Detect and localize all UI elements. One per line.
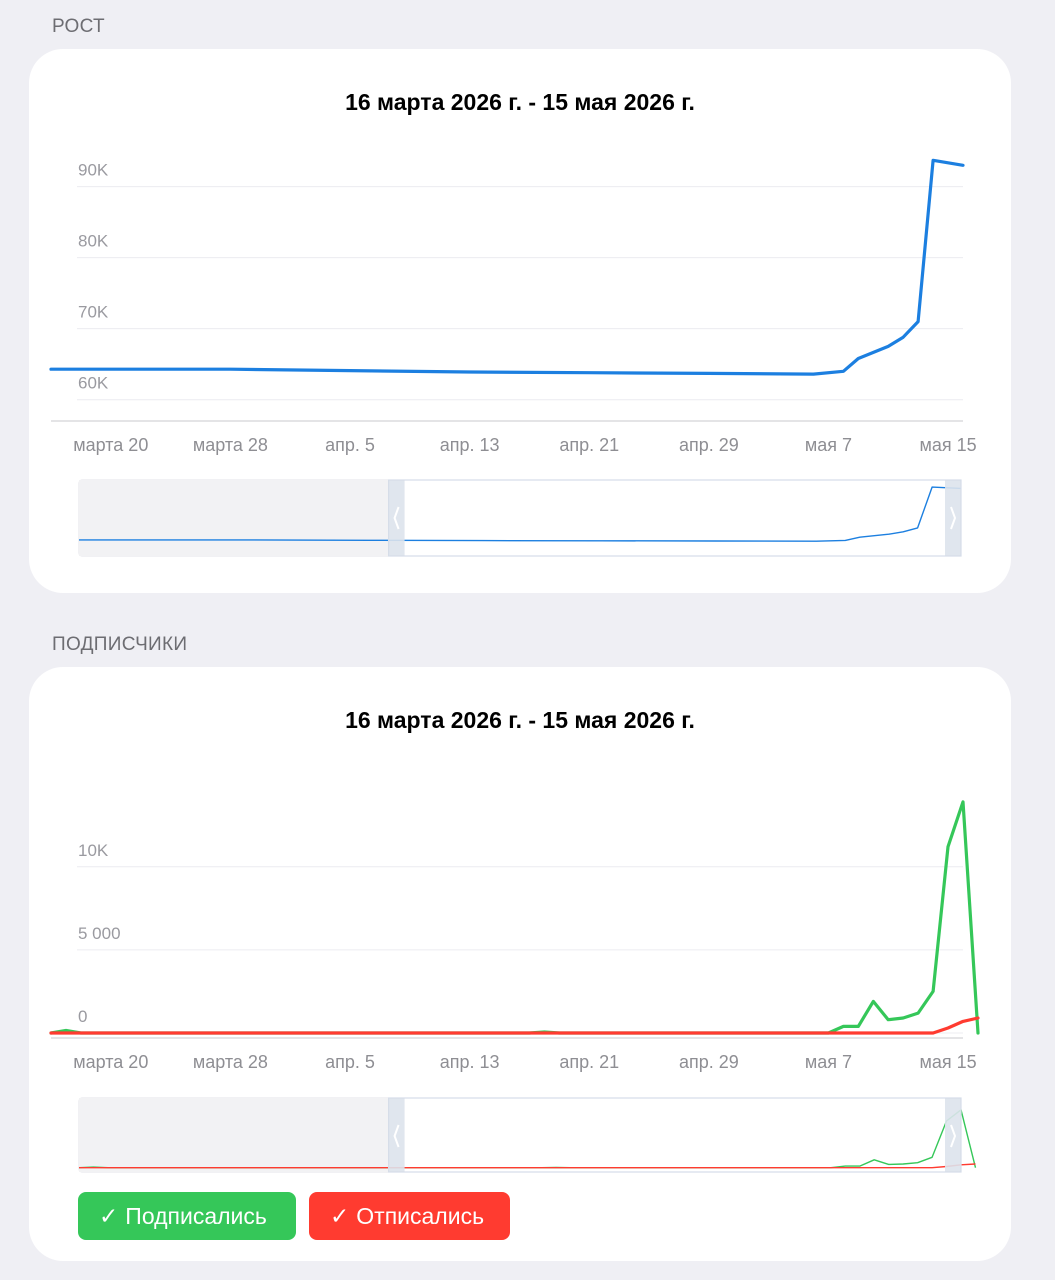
x-tick-label: апр. 5 <box>325 1052 375 1072</box>
growth-chart: 60K 70K 80K 90K марта 20 марта 28 апр. 5 апр. 1… <box>49 158 977 557</box>
x-tick-label: марта 20 <box>73 435 148 455</box>
x-tick-label: апр. 13 <box>440 1052 500 1072</box>
chevron-right-icon <box>950 506 957 530</box>
y-tick-label: 5 000 <box>78 924 121 943</box>
y-tick-label: 70K <box>78 303 109 322</box>
navigator-selection-frame <box>387 1097 962 1173</box>
legend-left-button[interactable]: ✓ Отписались <box>309 1192 510 1240</box>
navigator-selection-frame <box>387 479 962 557</box>
check-icon: ✓ <box>99 1203 119 1229</box>
y-tick-label: 60K <box>78 374 109 393</box>
y-tick-label: 90K <box>78 161 109 180</box>
subscribers-chart-title: 16 марта 2026 г. - 15 мая 2026 г. <box>345 707 695 733</box>
growth-card: 16 марта 2026 г. - 15 мая 2026 г. 60K 70K… <box>29 49 1011 593</box>
navigator-unselected-area <box>79 480 389 556</box>
x-tick-label: марта 20 <box>73 1052 148 1072</box>
navigator-series-line <box>79 486 962 542</box>
y-tick-label: 80K <box>78 232 109 251</box>
check-icon: ✓ <box>330 1203 350 1229</box>
y-tick-label: 10K <box>78 841 109 860</box>
legend-left-label: Отписались <box>356 1203 485 1229</box>
y-tick-label: 0 <box>78 1007 87 1026</box>
legend-joined-label: Подписались <box>125 1203 267 1229</box>
legend-joined-button[interactable]: ✓ Подписались <box>78 1192 296 1240</box>
subscribers-card: 16 марта 2026 г. - 15 мая 2026 г. 0 5 000… <box>29 667 1011 1261</box>
x-tick-label: марта 28 <box>193 435 268 455</box>
navigator-unselected-area <box>79 1098 389 1172</box>
series-line <box>49 1016 980 1035</box>
x-tick-label: мая 7 <box>805 1052 852 1072</box>
section-label-subscribers: ПОДПИСЧИКИ <box>52 634 188 655</box>
navigator-left-handle <box>388 480 405 556</box>
x-tick-label: апр. 21 <box>559 435 619 455</box>
growth-chart-title: 16 марта 2026 г. - 15 мая 2026 г. <box>345 89 695 115</box>
navigator-left-handle <box>388 1098 405 1172</box>
x-tick-label: марта 28 <box>193 1052 268 1072</box>
series-line <box>49 158 965 376</box>
chevron-left-icon <box>393 1124 400 1148</box>
x-tick-label: мая 15 <box>919 1052 976 1072</box>
x-tick-label: апр. 5 <box>325 435 375 455</box>
x-tick-label: апр. 29 <box>679 1052 739 1072</box>
navigator-right-handle <box>945 480 961 556</box>
chevron-left-icon <box>393 506 400 530</box>
x-tick-label: мая 15 <box>919 435 976 455</box>
x-tick-label: апр. 21 <box>559 1052 619 1072</box>
chevron-right-icon <box>950 1124 957 1148</box>
x-tick-label: апр. 29 <box>679 435 739 455</box>
subscribers-chart: 0 5 000 10K марта 20 марта 28 апр. 5 апр. 13 ап… <box>49 800 980 1173</box>
x-tick-label: мая 7 <box>805 435 852 455</box>
series-line <box>49 800 980 1035</box>
navigator-right-handle <box>945 1098 961 1172</box>
section-label-growth: РОСТ <box>52 16 105 37</box>
x-tick-label: апр. 13 <box>440 435 500 455</box>
